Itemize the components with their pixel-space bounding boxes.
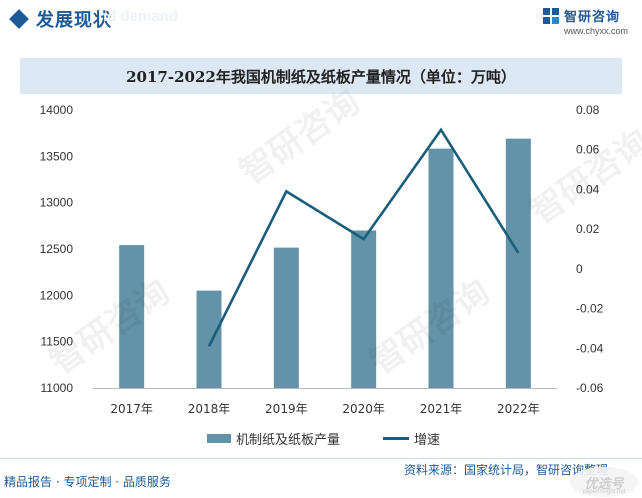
chart-title-band: 2017-2022年我国机制纸及纸板产量情况（单位：万吨） xyxy=(20,58,622,94)
bar xyxy=(273,247,299,388)
right-axis-tick-label: -0.02 xyxy=(576,302,604,316)
footer-slogan: 精品报告 · 专项定制 · 品质服务 xyxy=(4,475,171,489)
x-axis-tick-label: 2018年 xyxy=(188,402,231,416)
legend-bar-label: 机制纸及纸板产量 xyxy=(236,433,341,448)
left-axis-tick-label: 12500 xyxy=(40,242,74,256)
bar xyxy=(119,245,145,388)
right-axis-tick-label: 0 xyxy=(576,262,583,276)
section-title: 发展现状 xyxy=(36,10,112,31)
page-header: 发展现状 nd demand 智研咨询 www.chyxx.com xyxy=(0,0,642,44)
right-axis-tick-label: 0.08 xyxy=(576,103,600,117)
left-axis-ticks: 11000 11500 12000 12500 13000 13500 14000 xyxy=(40,103,74,395)
legend-line-swatch xyxy=(383,437,409,440)
brand-logo-icon xyxy=(543,8,559,24)
legend-bar-swatch xyxy=(207,434,231,443)
brand-url: www.chyxx.com xyxy=(564,26,629,36)
left-axis-tick-label: 11500 xyxy=(41,335,74,349)
left-axis-tick-label: 12000 xyxy=(40,288,74,302)
right-axis-tick-label: -0.04 xyxy=(576,341,604,355)
chart-legend: 机制纸及纸板产量 增速 xyxy=(0,428,642,448)
bar-series xyxy=(119,138,531,388)
chart-title: 2017-2022年我国机制纸及纸板产量情况（单位：万吨） xyxy=(126,67,516,86)
stamp-text: 优选号 xyxy=(584,476,624,492)
stamp-subtext: paperinsight.net xyxy=(582,489,626,495)
footer-source: 资料来源：国家统计局，智研咨询整理 xyxy=(403,463,608,477)
page-footer: 精品报告 · 专项定制 · 品质服务 资料来源：国家统计局，智研咨询整理 优选号… xyxy=(0,458,642,498)
x-axis-tick-label: 2019年 xyxy=(265,402,308,416)
x-axis-ticks: 2017年 2018年 2019年 2020年 2021年 2022年 xyxy=(110,402,539,416)
brand-logo-block: 智研咨询 www.chyxx.com xyxy=(542,4,632,40)
x-axis-tick-label: 2020年 xyxy=(342,402,385,416)
bar xyxy=(196,290,222,388)
right-axis-tick-label: 0.04 xyxy=(576,182,600,196)
left-axis-tick-label: 14000 xyxy=(40,103,74,117)
left-axis-tick-label: 13500 xyxy=(40,149,74,163)
right-axis-tick-label: -0.06 xyxy=(576,381,604,395)
right-axis-tick-label: 0.02 xyxy=(576,222,600,236)
header-ghost-text: nd demand xyxy=(98,8,179,25)
bar xyxy=(428,148,454,388)
right-axis-ticks: -0.06 -0.04 -0.02 0 0.02 0.04 0.06 0.08 xyxy=(576,103,604,395)
growth-line xyxy=(207,127,520,347)
x-axis-tick-label: 2022年 xyxy=(497,402,540,416)
left-axis-tick-label: 11000 xyxy=(41,381,74,395)
legend-line-label: 增速 xyxy=(414,433,441,448)
bar xyxy=(505,138,531,388)
x-axis-tick-label: 2021年 xyxy=(420,402,463,416)
right-axis-tick-label: 0.06 xyxy=(576,143,600,157)
bar xyxy=(351,230,377,388)
x-axis-tick-label: 2017年 xyxy=(110,402,153,416)
corner-stamp-logo: 优选号 paperinsight.net xyxy=(570,467,638,497)
left-axis-tick-label: 13000 xyxy=(40,196,74,210)
brand-name: 智研咨询 xyxy=(564,10,621,25)
